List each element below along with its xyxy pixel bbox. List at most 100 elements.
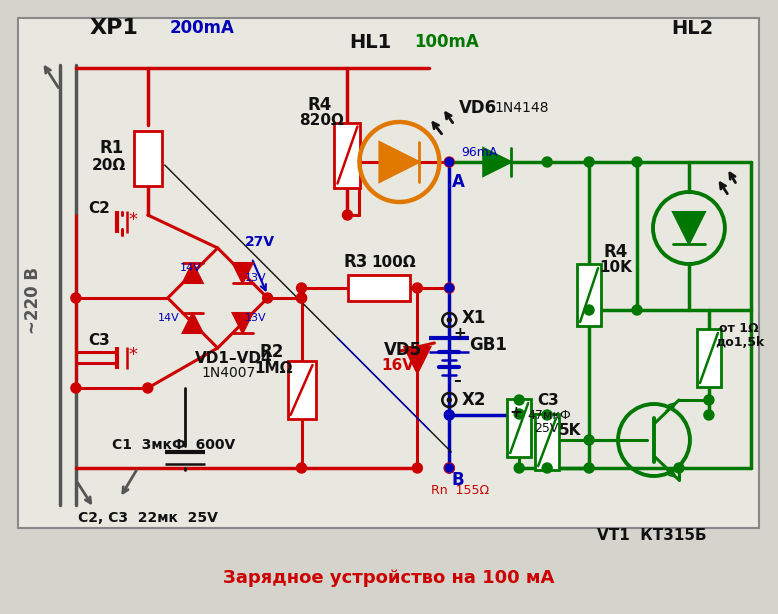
Text: 13V: 13V <box>244 313 266 323</box>
Circle shape <box>584 305 594 315</box>
Circle shape <box>444 157 454 167</box>
Text: B: B <box>451 471 464 489</box>
Bar <box>577 264 601 326</box>
Polygon shape <box>483 148 511 176</box>
Text: A: A <box>452 173 465 191</box>
Circle shape <box>296 463 307 473</box>
Circle shape <box>296 293 307 303</box>
Text: Зарядное устройство на 100 мА: Зарядное устройство на 100 мА <box>223 569 554 587</box>
Text: ~220 В: ~220 В <box>24 266 42 333</box>
Text: +: + <box>510 405 522 419</box>
Polygon shape <box>405 347 430 373</box>
Circle shape <box>514 409 524 419</box>
Text: 14V: 14V <box>180 263 202 273</box>
Text: R3: R3 <box>343 253 368 271</box>
Text: до1,5k: до1,5k <box>715 335 764 349</box>
Text: VD5: VD5 <box>384 341 422 359</box>
Text: 96mA: 96mA <box>461 146 498 158</box>
Text: от 1Ω: от 1Ω <box>719 322 759 335</box>
Circle shape <box>542 157 552 167</box>
Circle shape <box>542 410 552 420</box>
Circle shape <box>447 398 451 402</box>
Bar <box>18 18 759 528</box>
Text: C2: C2 <box>88 201 110 216</box>
Circle shape <box>296 293 307 303</box>
Circle shape <box>445 464 454 472</box>
Polygon shape <box>183 263 203 283</box>
Circle shape <box>542 463 552 473</box>
Circle shape <box>704 410 714 420</box>
Text: VT1  КТ315Б: VT1 КТ315Б <box>597 527 706 543</box>
Circle shape <box>674 463 684 473</box>
Text: 47мкФ: 47мкФ <box>527 408 571 421</box>
Circle shape <box>632 305 642 315</box>
Text: X1: X1 <box>461 309 485 327</box>
Bar <box>288 361 316 419</box>
Text: –: – <box>454 373 461 387</box>
Text: Rn  155Ω: Rn 155Ω <box>431 483 489 497</box>
Text: C3: C3 <box>537 392 559 408</box>
Bar <box>335 123 360 187</box>
Circle shape <box>584 463 594 473</box>
Circle shape <box>632 157 642 167</box>
Circle shape <box>71 293 81 303</box>
Circle shape <box>445 284 454 292</box>
Circle shape <box>263 293 272 303</box>
Bar <box>349 275 410 301</box>
Text: ХР1: ХР1 <box>90 18 138 38</box>
Circle shape <box>445 284 454 292</box>
Text: 200mA: 200mA <box>170 19 235 37</box>
Polygon shape <box>233 263 253 283</box>
Text: R1: R1 <box>100 139 124 157</box>
Text: C3: C3 <box>88 333 110 348</box>
Circle shape <box>412 283 422 293</box>
Circle shape <box>444 410 454 420</box>
Text: C1  3мкФ  600V: C1 3мкФ 600V <box>112 438 235 452</box>
Circle shape <box>514 463 524 473</box>
Text: 820Ω: 820Ω <box>300 112 345 128</box>
Circle shape <box>143 383 152 393</box>
Text: 100mA: 100mA <box>415 33 479 51</box>
Polygon shape <box>673 212 705 244</box>
Text: R4: R4 <box>603 243 627 261</box>
Text: X2: X2 <box>461 391 485 409</box>
Text: +: + <box>454 325 466 341</box>
Text: 16V: 16V <box>381 357 415 373</box>
Text: HL1: HL1 <box>349 33 391 52</box>
Bar <box>134 131 162 185</box>
Circle shape <box>584 435 594 445</box>
Circle shape <box>342 210 352 220</box>
Text: 5K: 5K <box>559 422 581 438</box>
Circle shape <box>444 463 454 473</box>
Circle shape <box>444 283 454 293</box>
Bar <box>535 414 559 470</box>
Text: 20Ω: 20Ω <box>92 158 126 173</box>
Circle shape <box>296 283 307 293</box>
Polygon shape <box>183 313 203 333</box>
Text: *: * <box>129 211 138 229</box>
Text: 25V: 25V <box>534 421 559 435</box>
Circle shape <box>445 158 454 166</box>
Polygon shape <box>233 313 253 333</box>
Circle shape <box>704 395 714 405</box>
Text: *: * <box>129 346 138 364</box>
Text: GB1: GB1 <box>469 336 507 354</box>
Circle shape <box>444 463 454 473</box>
Bar <box>697 329 721 387</box>
Text: 10K: 10K <box>599 260 632 274</box>
Circle shape <box>584 157 594 167</box>
Text: R4: R4 <box>307 96 332 114</box>
Circle shape <box>514 395 524 405</box>
Text: R2: R2 <box>260 343 284 361</box>
Text: 14V: 14V <box>158 313 180 323</box>
Text: 13V: 13V <box>244 273 266 283</box>
Text: VD1–VD4: VD1–VD4 <box>194 351 272 365</box>
Text: C2, C3  22мк  25V: C2, C3 22мк 25V <box>78 511 218 525</box>
Circle shape <box>71 383 81 393</box>
Bar <box>507 399 531 457</box>
Text: 100Ω: 100Ω <box>371 254 416 270</box>
Text: 1MΩ: 1MΩ <box>254 360 293 376</box>
Text: HL2: HL2 <box>671 18 713 37</box>
Polygon shape <box>380 142 419 182</box>
Circle shape <box>412 463 422 473</box>
